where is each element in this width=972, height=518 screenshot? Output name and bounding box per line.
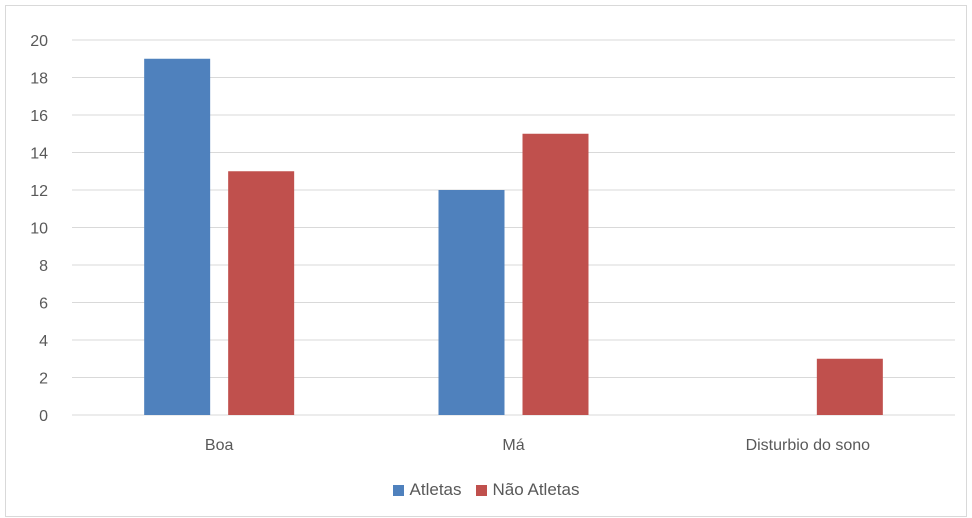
y-tick-label: 10 <box>30 221 48 238</box>
bar-nao-atletas-0 <box>228 171 295 415</box>
x-category-label: Disturbio do sono <box>746 437 871 454</box>
x-axis-labels: Boa Má Disturbio do sono <box>205 437 870 454</box>
legend-item-atletas: Atletas <box>392 480 462 500</box>
legend-label-atletas: Atletas <box>409 480 462 499</box>
y-tick-label: 6 <box>39 296 48 313</box>
y-axis-ticks: 0 2 4 6 8 10 12 14 16 18 20 <box>30 33 48 425</box>
x-category-label: Boa <box>205 437 234 454</box>
bar-atletas-0 <box>144 58 211 415</box>
gridlines <box>72 39 955 416</box>
y-tick-label: 2 <box>39 371 48 388</box>
bars <box>144 58 883 415</box>
legend: Atletas Não Atletas <box>0 478 972 502</box>
bar-nao-atletas-2 <box>816 358 883 415</box>
legend-swatch-atletas <box>392 484 404 496</box>
y-tick-label: 20 <box>30 33 48 50</box>
y-tick-label: 18 <box>30 71 48 88</box>
y-tick-label: 8 <box>39 258 48 275</box>
legend-item-nao-atletas: Não Atletas <box>475 480 580 500</box>
bar-chart: 0 2 4 6 8 10 12 14 16 18 20 Boa Má Disturbio do sono <box>30 33 955 454</box>
y-tick-label: 14 <box>30 146 48 163</box>
bar-nao-atletas-1 <box>522 133 589 415</box>
y-tick-label: 4 <box>39 333 48 350</box>
bar-atletas-1 <box>438 190 505 415</box>
y-tick-label: 16 <box>30 108 48 125</box>
legend-swatch-nao-atletas <box>475 484 487 496</box>
legend-label-nao-atletas: Não Atletas <box>492 480 580 499</box>
y-tick-label: 12 <box>30 183 48 200</box>
x-category-label: Má <box>502 437 524 454</box>
y-tick-label: 0 <box>39 408 48 425</box>
